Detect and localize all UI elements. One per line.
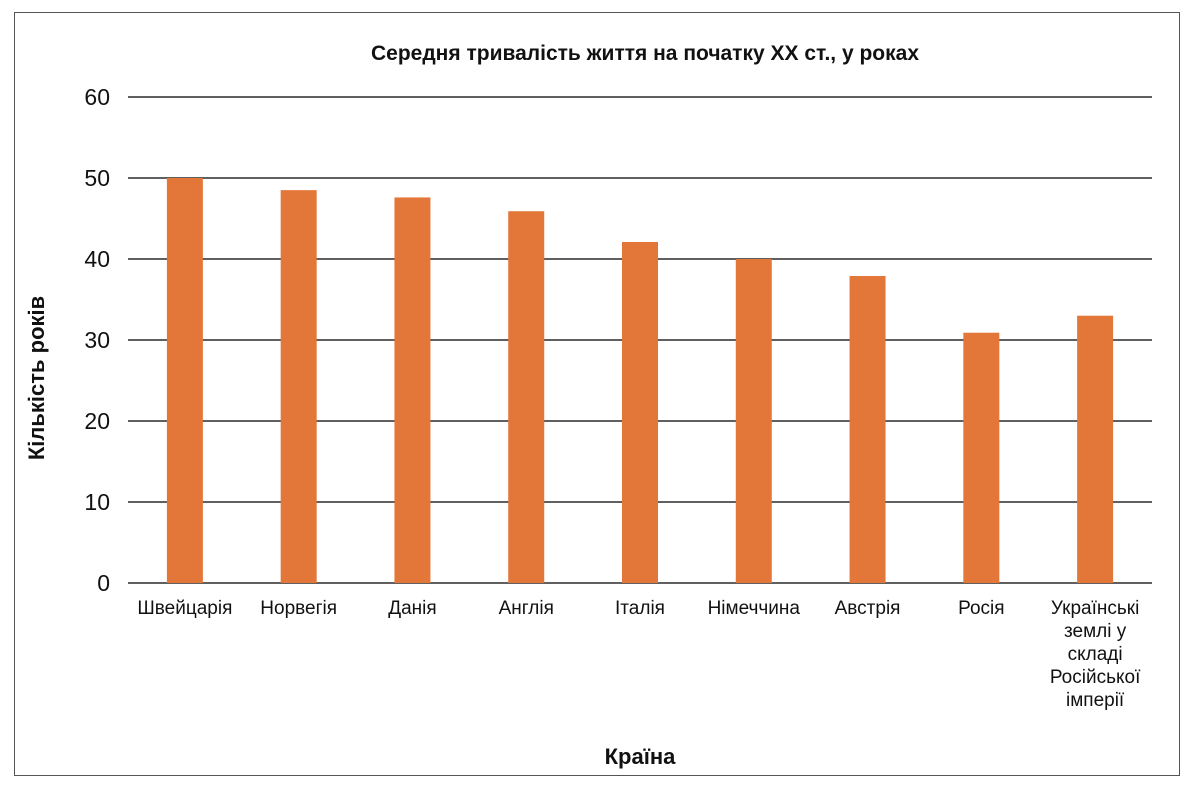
x-tick-label: Швейцарія (137, 598, 232, 619)
bar (963, 332, 1000, 583)
bar (280, 190, 317, 583)
x-tick-label-line: Німеччина (708, 598, 801, 619)
bar (622, 241, 658, 584)
x-tick-label-line: Російської (1050, 667, 1141, 688)
x-tick-label: Австрія (835, 598, 901, 619)
y-tick-label: 40 (84, 246, 110, 272)
x-tick-label-line: Австрія (835, 598, 901, 619)
x-tick-label-line: Росія (958, 598, 1004, 619)
bar (508, 211, 545, 583)
bar (735, 259, 772, 583)
x-axis-title: Країна (605, 744, 677, 769)
y-tick-label: 30 (84, 327, 110, 353)
x-tick-label-line: складі (1068, 644, 1123, 665)
bar (849, 276, 886, 583)
y-tick-labels: 0 10 20 30 40 50 60 (84, 84, 110, 596)
x-tick-label-line: Швейцарія (137, 598, 232, 619)
y-tick-label: 10 (84, 489, 110, 515)
x-tick-label: Італія (615, 598, 665, 619)
bars (166, 178, 1114, 584)
x-tick-label-line: Італія (615, 598, 665, 619)
x-tick-label: Українські землі у складі Російської імперії (1050, 598, 1141, 711)
y-tick-label: 0 (97, 570, 110, 596)
x-tick-label: Данія (388, 598, 436, 619)
y-tick-label: 50 (84, 165, 110, 191)
x-tick-label: Англія (499, 598, 554, 619)
x-tick-label-line: Українські (1051, 598, 1139, 619)
x-tick-labels: Швейцарія Норвегія Данія Англія Італія Німечч… (137, 598, 1141, 711)
x-tick-label-line: Данія (388, 598, 436, 619)
bar (1077, 315, 1114, 583)
x-tick-label: Росія (958, 598, 1004, 619)
bar (166, 178, 203, 583)
x-tick-label-line: Норвегія (260, 598, 337, 619)
x-tick-label-line: Англія (499, 598, 554, 619)
x-tick-label-line: землі у (1064, 621, 1127, 642)
bar (394, 197, 431, 583)
y-axis-title: Кількість років (24, 296, 49, 460)
x-tick-label: Норвегія (260, 598, 337, 619)
x-tick-label: Німеччина (708, 598, 801, 619)
y-tick-label: 20 (84, 408, 110, 434)
x-tick-label-line: імперії (1066, 690, 1125, 711)
y-tick-label: 60 (84, 84, 110, 110)
chart-title: Середня тривалість життя на початку XX с… (371, 42, 919, 65)
